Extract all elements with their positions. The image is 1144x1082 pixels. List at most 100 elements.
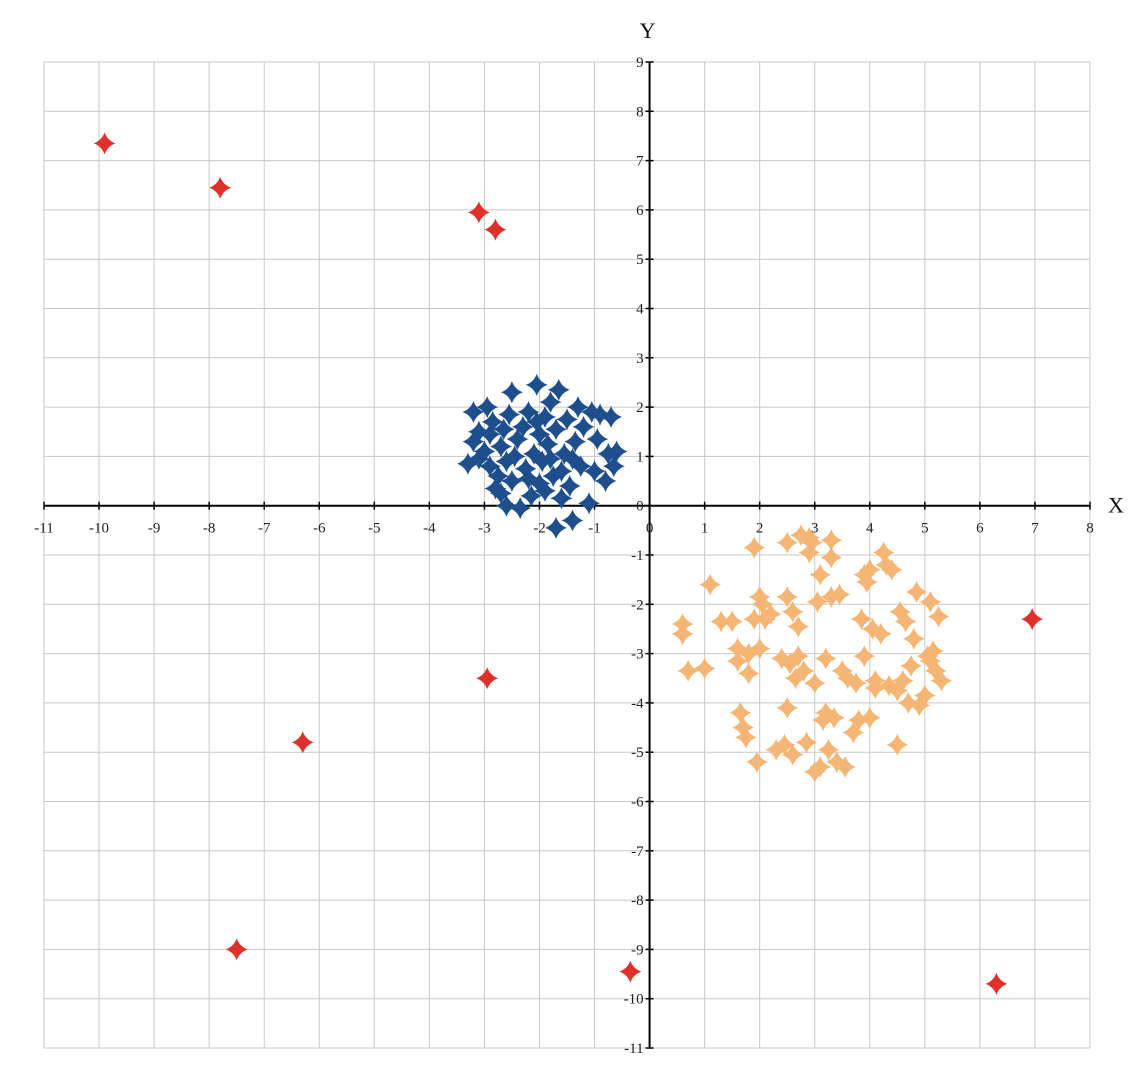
x-tick-label: -9 — [148, 521, 161, 537]
data-point — [820, 585, 843, 608]
data-point — [853, 563, 876, 586]
data-point — [489, 435, 512, 458]
data-point — [900, 654, 923, 677]
data-point — [580, 401, 603, 424]
x-tick-label: -10 — [89, 521, 109, 537]
x-tick-label: 6 — [976, 521, 984, 537]
data-point — [880, 558, 903, 581]
data-point — [820, 546, 843, 569]
data-point — [533, 405, 556, 428]
data-point — [600, 405, 623, 428]
x-tick-label: 5 — [921, 521, 929, 537]
data-point — [913, 684, 936, 707]
data-point — [858, 558, 881, 581]
x-tick-label: -6 — [313, 521, 326, 537]
data-point — [897, 691, 920, 714]
data-point — [875, 553, 898, 576]
x-tick-label: -1 — [588, 521, 601, 537]
data-point — [536, 433, 559, 456]
data-point — [467, 201, 490, 224]
data-point — [525, 410, 548, 433]
data-point — [814, 647, 837, 670]
data-point — [583, 460, 606, 483]
data-point — [734, 726, 757, 749]
data-point — [776, 585, 799, 608]
data-point — [726, 649, 749, 672]
y-tick-label: -5 — [631, 745, 644, 761]
grid — [43, 61, 1091, 1049]
data-point — [737, 642, 760, 665]
data-point — [781, 743, 804, 766]
y-tick-label: -7 — [631, 844, 644, 860]
data-point — [858, 706, 881, 729]
data-point — [578, 492, 601, 515]
data-point — [517, 467, 540, 490]
data-point — [553, 442, 576, 465]
data-point — [737, 662, 760, 685]
data-point — [817, 738, 840, 761]
data-point — [291, 731, 314, 754]
data-point — [831, 659, 854, 682]
data-point — [605, 440, 628, 463]
data-point — [478, 455, 501, 478]
data-point — [872, 541, 895, 564]
data-point — [803, 760, 826, 783]
data-point — [594, 470, 617, 493]
data-point — [586, 428, 609, 451]
data-point — [500, 381, 523, 404]
data-point — [467, 447, 490, 470]
data-point — [572, 415, 595, 438]
data-point — [542, 465, 565, 488]
data-point — [561, 509, 584, 532]
data-point — [930, 669, 953, 692]
y-tick-label: 7 — [636, 154, 644, 170]
data-point — [743, 536, 766, 559]
data-point — [225, 938, 248, 961]
data-point — [544, 418, 567, 441]
y-tick-label: -3 — [631, 647, 644, 663]
data-point — [861, 617, 884, 640]
data-point — [886, 679, 909, 702]
data-point — [869, 622, 892, 645]
data-point — [567, 396, 590, 419]
x-tick-label: 2 — [756, 521, 764, 537]
data-point — [776, 531, 799, 554]
data-point — [484, 477, 507, 500]
data-point — [456, 452, 479, 475]
x-tick-label: 1 — [701, 521, 709, 537]
data-point — [781, 600, 804, 623]
data-point — [836, 667, 859, 690]
x-tick-label: -8 — [203, 521, 216, 537]
x-tick-label: -4 — [423, 521, 436, 537]
data-point — [922, 640, 945, 663]
y-tick-label: 8 — [636, 104, 644, 120]
data-point — [503, 445, 526, 468]
data-point — [792, 659, 815, 682]
y-tick-label: 1 — [636, 449, 644, 465]
data-point — [462, 401, 485, 424]
data-point — [811, 709, 834, 732]
data-point — [473, 440, 496, 463]
y-tick-label: 3 — [636, 351, 644, 367]
x-tick-label: -3 — [478, 521, 491, 537]
data-point — [732, 716, 755, 739]
y-axis-title: Y — [640, 18, 656, 43]
y-tick-label: -9 — [631, 942, 644, 958]
data-point — [511, 415, 534, 438]
data-point — [800, 531, 823, 554]
data-point — [539, 447, 562, 470]
data-point — [558, 474, 581, 497]
data-point — [462, 430, 485, 453]
data-point — [927, 605, 950, 628]
data-point — [745, 751, 768, 774]
data-point — [506, 428, 529, 451]
data-point — [798, 541, 821, 564]
data-point — [820, 529, 843, 552]
data-point — [492, 418, 515, 441]
data-point — [693, 657, 716, 680]
data-point — [729, 701, 752, 724]
data-point — [495, 450, 518, 473]
data-point — [525, 373, 548, 396]
data-point — [495, 494, 518, 517]
y-tick-label: -2 — [631, 597, 644, 613]
